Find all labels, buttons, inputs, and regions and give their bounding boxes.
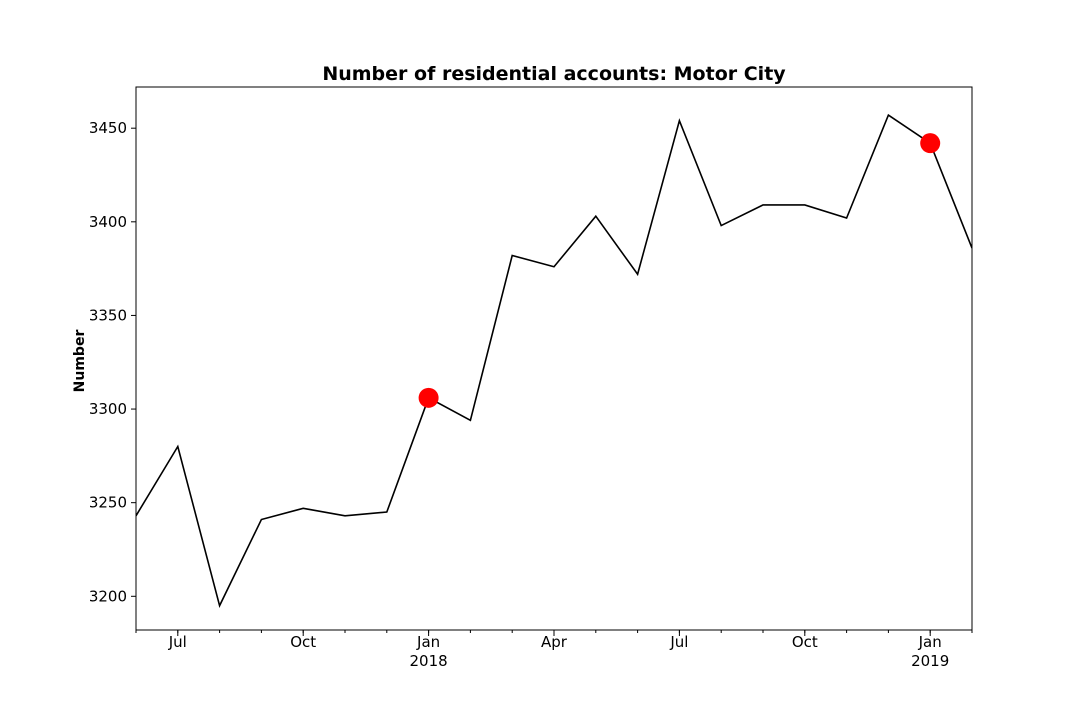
y-tick-label: 3450 [89,119,127,137]
y-tick-label: 3300 [89,400,127,418]
x-tick-year-label: 2018 [410,652,448,670]
highlight-point [920,133,941,154]
series-line [136,113,972,608]
x-tick-year-label: 2019 [911,652,949,670]
x-tick-label: Apr [541,633,568,651]
plot-frame [135,86,973,631]
y-tick-label: 3400 [89,213,127,231]
y-tick-label: 3250 [89,494,127,512]
x-tick-label: Oct [290,633,316,651]
x-tick-label: Jan [416,633,440,651]
x-tick-label: Oct [792,633,818,651]
x-tick-label: Jul [669,633,688,651]
y-tick-label: 3200 [89,587,127,605]
y-tick-label: 3350 [89,306,127,324]
chart-title: Number of residential accounts: Motor Ci… [322,63,786,85]
y-axis-label: Number [72,330,88,393]
highlight-point [418,387,439,408]
x-tick-label: Jan [918,633,942,651]
x-tick-label: Jul [168,633,187,651]
